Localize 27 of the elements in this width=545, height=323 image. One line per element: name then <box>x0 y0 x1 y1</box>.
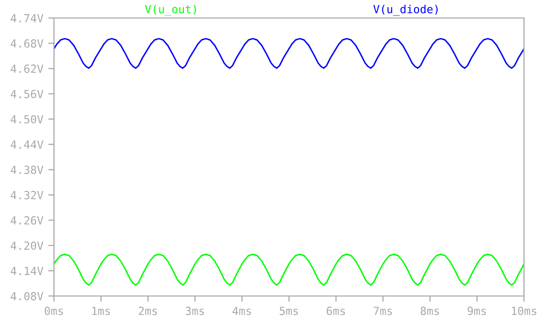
y-tick-label: 4.74V <box>10 14 44 22</box>
x-tick-label: 7ms <box>374 306 392 316</box>
x-tick-label: 5ms <box>280 306 298 316</box>
y-tick-label: 4.56V <box>10 90 44 98</box>
y-tick-label: 4.44V <box>10 140 44 149</box>
x-tick-label: 8ms <box>420 306 439 316</box>
text: V(u_out) <box>145 4 196 16</box>
y-tick-label: 4.20V <box>10 241 44 250</box>
y-tick-label: 4.68V <box>10 39 44 48</box>
y-tick-label: 4.14V <box>10 266 44 275</box>
x-tick-label: 10ms <box>512 306 536 316</box>
line-series <box>54 38 524 69</box>
y-tick-label: 4.38V <box>10 166 44 174</box>
y-tick-label: 4.08V <box>10 292 44 300</box>
x-tick-label: 1ms <box>92 306 110 316</box>
y-tick-label: 4.62V <box>10 64 44 73</box>
x-tick-label: 4ms <box>232 306 251 316</box>
y-tick-label: 4.50V <box>10 115 44 124</box>
line-series <box>54 254 524 286</box>
x-tick-label: 6ms <box>326 306 345 316</box>
x-tick-label: 0ms <box>44 306 63 316</box>
text: V(u_diode) <box>373 4 438 16</box>
x-tick-label: 2ms <box>138 306 157 316</box>
x-tick-label: 3ms <box>186 306 204 316</box>
x-tick-label: 9ms <box>468 306 486 316</box>
y-tick-label: 4.32V <box>10 190 44 200</box>
y-tick-label: 4.26V <box>10 216 44 225</box>
